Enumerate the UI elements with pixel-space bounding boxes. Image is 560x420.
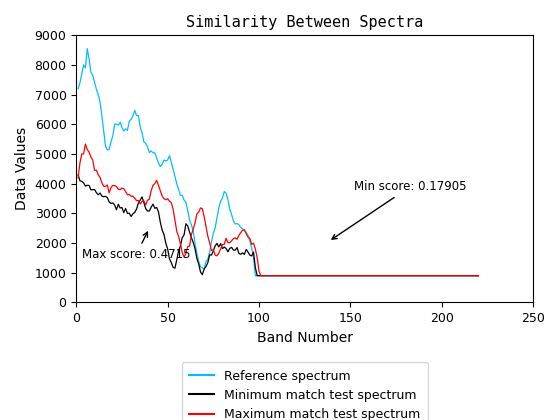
Line: Minimum match test spectrum: Minimum match test spectrum: [78, 175, 478, 276]
Reference spectrum: [429, 273, 436, 278]
Minimum match test spectrum: [414, 273, 421, 278]
Maximum match test spectrum: [82, 142, 89, 147]
Maximum match test spectrum: [194, 211, 200, 216]
Reference spectrum: [436, 273, 443, 278]
Line: Maximum match test spectrum: Maximum match test spectrum: [78, 144, 478, 276]
Reference spectrum: [292, 273, 299, 278]
Reference spectrum: [194, 251, 200, 256]
Maximum match test spectrum: [186, 244, 193, 249]
Text: Max score: 0.4715: Max score: 0.4715: [82, 232, 190, 261]
Maximum match test spectrum: [429, 273, 436, 278]
Maximum match test spectrum: [475, 273, 482, 278]
Legend: Reference spectrum, Minimum match test spectrum, Maximum match test spectrum: Reference spectrum, Minimum match test s…: [181, 362, 428, 420]
Reference spectrum: [417, 273, 423, 278]
Text: Min score: 0.17905: Min score: 0.17905: [332, 180, 466, 239]
Minimum match test spectrum: [184, 223, 191, 228]
Minimum match test spectrum: [290, 273, 297, 278]
Reference spectrum: [84, 46, 91, 51]
Maximum match test spectrum: [258, 273, 264, 278]
Minimum match test spectrum: [254, 273, 260, 278]
Reference spectrum: [475, 273, 482, 278]
Y-axis label: Data Values: Data Values: [15, 127, 29, 210]
X-axis label: Band Number: Band Number: [256, 331, 353, 345]
Minimum match test spectrum: [475, 273, 482, 278]
Minimum match test spectrum: [427, 273, 434, 278]
Maximum match test spectrum: [74, 175, 81, 180]
Line: Reference spectrum: Reference spectrum: [78, 49, 478, 276]
Reference spectrum: [186, 218, 193, 223]
Title: Similarity Between Spectra: Similarity Between Spectra: [186, 15, 423, 30]
Maximum match test spectrum: [417, 273, 423, 278]
Reference spectrum: [252, 273, 259, 278]
Minimum match test spectrum: [192, 246, 198, 251]
Minimum match test spectrum: [435, 273, 441, 278]
Maximum match test spectrum: [436, 273, 443, 278]
Minimum match test spectrum: [74, 172, 81, 177]
Maximum match test spectrum: [292, 273, 299, 278]
Reference spectrum: [74, 86, 81, 91]
